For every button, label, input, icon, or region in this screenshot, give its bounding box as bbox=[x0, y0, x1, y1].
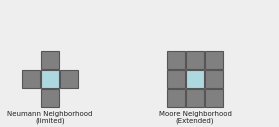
Bar bbox=[60, 70, 78, 88]
Bar bbox=[41, 70, 59, 88]
Bar bbox=[205, 51, 223, 69]
Bar bbox=[41, 89, 59, 107]
Bar bbox=[167, 51, 185, 69]
Bar bbox=[167, 89, 185, 107]
Bar bbox=[22, 70, 40, 88]
Bar bbox=[205, 70, 223, 88]
Text: Moore Neighborhood
(Extended): Moore Neighborhood (Extended) bbox=[158, 111, 232, 124]
Bar bbox=[186, 89, 204, 107]
Text: Neumann Neighborhood
(limited): Neumann Neighborhood (limited) bbox=[7, 111, 93, 124]
Bar bbox=[41, 51, 59, 69]
Bar bbox=[186, 70, 204, 88]
Bar bbox=[186, 51, 204, 69]
Bar bbox=[205, 89, 223, 107]
Bar bbox=[167, 70, 185, 88]
